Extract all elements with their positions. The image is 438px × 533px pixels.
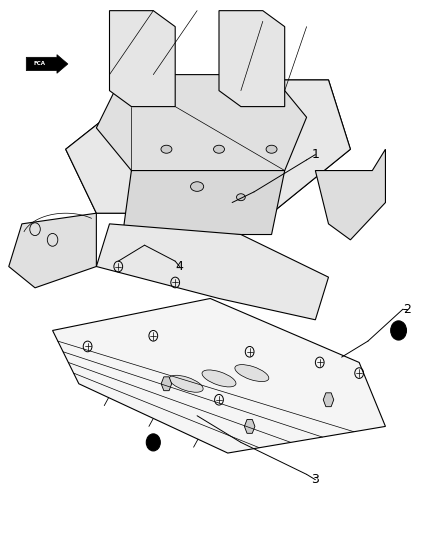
Polygon shape: [323, 393, 334, 407]
Polygon shape: [96, 224, 328, 320]
Polygon shape: [123, 171, 285, 235]
Polygon shape: [315, 149, 385, 240]
Polygon shape: [66, 80, 350, 213]
Ellipse shape: [161, 145, 172, 154]
Ellipse shape: [266, 145, 277, 154]
Ellipse shape: [191, 182, 204, 191]
Polygon shape: [96, 75, 307, 171]
Ellipse shape: [214, 145, 224, 154]
Ellipse shape: [235, 365, 269, 382]
Ellipse shape: [202, 370, 236, 387]
FancyArrow shape: [26, 55, 68, 73]
Text: FCA: FCA: [33, 61, 46, 67]
Polygon shape: [244, 419, 255, 433]
Polygon shape: [66, 80, 350, 213]
Text: 2: 2: [403, 303, 411, 316]
Polygon shape: [9, 213, 96, 288]
Polygon shape: [161, 377, 172, 391]
Ellipse shape: [237, 193, 245, 200]
Circle shape: [391, 321, 406, 340]
Text: 3: 3: [311, 473, 319, 486]
Circle shape: [146, 434, 160, 451]
Polygon shape: [53, 298, 385, 453]
Ellipse shape: [169, 375, 203, 392]
Text: 1: 1: [311, 148, 319, 161]
Polygon shape: [219, 11, 285, 107]
Text: 4: 4: [176, 260, 184, 273]
Polygon shape: [110, 11, 175, 107]
